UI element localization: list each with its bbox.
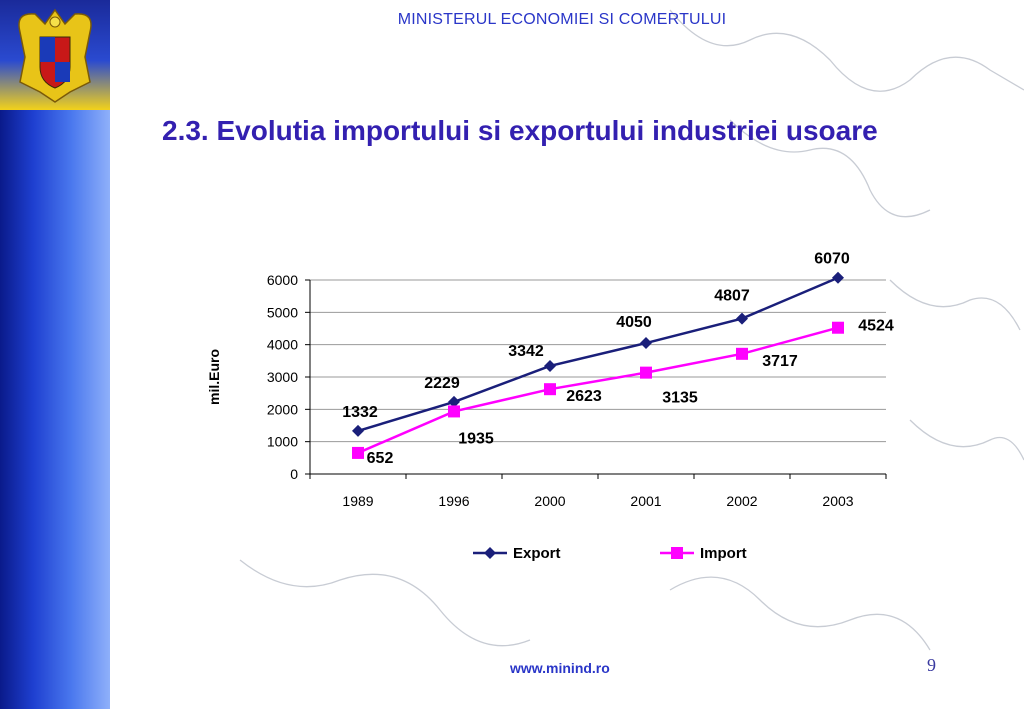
data-point	[544, 359, 556, 372]
data-point	[832, 271, 844, 284]
data-label: 2229	[424, 375, 460, 392]
romania-coat-of-arms-icon	[18, 8, 92, 103]
crest-panel	[0, 0, 110, 110]
data-point	[832, 321, 844, 334]
data-labels: 1332 2229 3342 4050 4807 6070 652 1935 2623 3135 3…	[342, 251, 894, 467]
data-point	[736, 347, 748, 360]
data-point	[352, 424, 364, 437]
data-point	[448, 395, 460, 408]
data-label: 4524	[858, 318, 894, 335]
data-label: 4050	[616, 314, 652, 331]
y-tick-label: 0	[290, 466, 298, 482]
axes: 0 1000 2000 3000 4000 5000 6000 1989 1996 2000 200…	[206, 272, 887, 509]
y-tick-label: 2000	[267, 401, 298, 417]
footer-url[interactable]: www.minind.ro	[510, 660, 610, 676]
data-label: 3717	[762, 353, 798, 370]
europe-map-outline	[239, 9, 1024, 651]
y-tick-label: 3000	[267, 369, 298, 385]
data-point	[352, 446, 364, 459]
data-point	[484, 547, 496, 559]
data-label: 3342	[508, 343, 544, 360]
x-tick-label: 2002	[726, 493, 757, 509]
series-line-import	[357, 326, 839, 455]
y-tick-label: 5000	[267, 304, 298, 320]
x-tick-label: 2000	[534, 493, 565, 509]
data-label: 3135	[662, 390, 698, 407]
y-tick-label: 6000	[267, 272, 298, 288]
x-tick-label: 1989	[342, 493, 373, 509]
x-tick-label: 2003	[822, 493, 853, 509]
y-axis-title: mil.Euro	[206, 349, 222, 405]
ministry-header: MINISTERUL ECONOMIEI SI COMERTULUI	[397, 11, 727, 28]
page-title: 2.3. Evolutia importului si exportului i…	[162, 115, 878, 146]
y-tick-label: 4000	[267, 337, 298, 353]
legend: Export Import	[473, 545, 747, 562]
gridlines	[310, 279, 886, 443]
x-tick-label: 2001	[630, 493, 661, 509]
data-label: 652	[367, 450, 394, 467]
series	[352, 271, 844, 459]
data-point	[448, 405, 460, 418]
page-number: 9	[927, 655, 936, 675]
data-point	[640, 366, 652, 379]
data-label: 2623	[566, 388, 602, 405]
data-label: 1935	[458, 430, 494, 447]
data-point	[671, 547, 683, 559]
data-label: 1332	[342, 404, 378, 421]
legend-label: Import	[700, 545, 747, 562]
data-label: 4807	[714, 288, 750, 305]
x-tick-label: 1996	[438, 493, 469, 509]
data-point	[544, 383, 556, 396]
legend-label: Export	[513, 545, 561, 562]
series-line-export	[357, 276, 839, 433]
data-point	[640, 337, 652, 350]
data-point	[736, 312, 748, 325]
y-tick-label: 1000	[267, 434, 298, 450]
data-label: 6070	[814, 251, 850, 268]
left-sidebar	[0, 0, 110, 709]
